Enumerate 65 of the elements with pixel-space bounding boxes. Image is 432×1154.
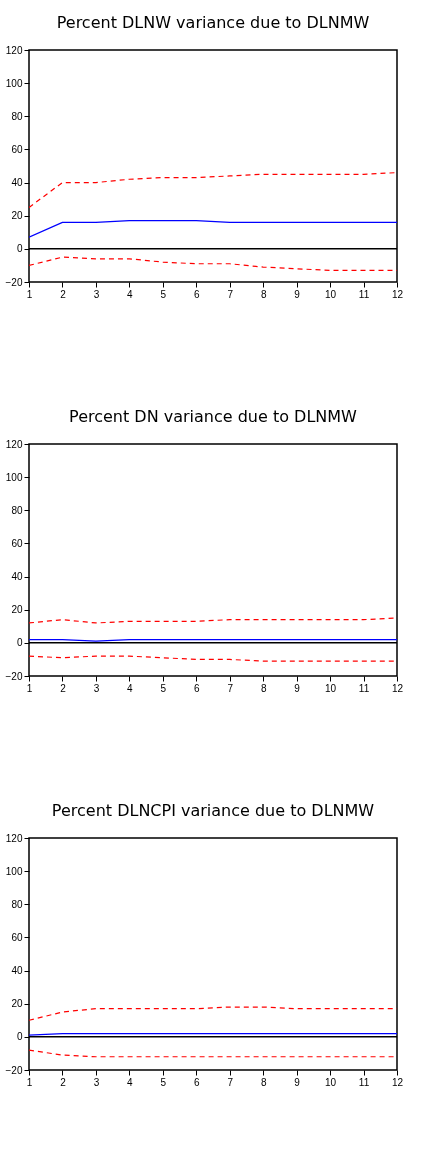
x-tick-label: 8 <box>260 288 267 300</box>
y-tick-label: 20 <box>11 210 23 222</box>
x-tick-label: 4 <box>127 1076 134 1088</box>
x-tick-label: 9 <box>294 288 301 300</box>
x-tick-label: 8 <box>260 682 267 694</box>
x-tick-label: 8 <box>260 1076 267 1088</box>
x-tick-label: 2 <box>60 1076 67 1088</box>
x-tick-label: 10 <box>325 288 337 300</box>
y-tick-label: 80 <box>11 110 23 122</box>
y-tick-label: 100 <box>5 77 23 89</box>
y-tick-label: 20 <box>11 998 23 1010</box>
line-series <box>29 172 397 209</box>
y-tick-label: 40 <box>11 177 23 189</box>
y-tick-label: 80 <box>11 898 23 910</box>
x-tick-label: 6 <box>193 682 200 694</box>
x-tick-label: 5 <box>160 1076 167 1088</box>
x-tick-label: 10 <box>325 1076 337 1088</box>
x-tick-label: 6 <box>193 1076 200 1088</box>
x-tick-label: 12 <box>391 682 404 694</box>
x-tick-label: 9 <box>294 682 301 694</box>
chart-title: Percent DN variance due to DLNMW <box>69 407 358 426</box>
x-tick-label: 3 <box>93 1076 100 1088</box>
y-tick-label: −20 <box>5 276 23 288</box>
x-tick-label: 1 <box>26 1076 33 1088</box>
y-tick-label: 0 <box>16 1031 23 1043</box>
x-tick-label: 11 <box>358 288 370 300</box>
x-tick-label: 6 <box>193 288 200 300</box>
y-tick-label: 40 <box>11 571 23 583</box>
line-series <box>29 256 397 271</box>
y-tick-label: 60 <box>11 931 23 943</box>
x-tick-label: 5 <box>160 288 167 300</box>
y-tick-label: 0 <box>16 637 23 649</box>
y-tick-label: 120 <box>5 832 23 844</box>
x-tick-label: 7 <box>227 1076 234 1088</box>
x-tick-label: 7 <box>227 288 234 300</box>
y-tick-label: −20 <box>5 670 23 682</box>
chart-title: Percent DLNCPI variance due to DLNMW <box>51 801 375 820</box>
x-tick-label: 12 <box>391 1076 404 1088</box>
x-tick-label: 3 <box>93 682 100 694</box>
x-tick-label: 12 <box>391 288 404 300</box>
y-tick-label: 20 <box>11 604 23 616</box>
y-tick-label: 60 <box>11 537 23 549</box>
x-tick-label: 5 <box>160 682 167 694</box>
y-tick-label: 60 <box>11 143 23 155</box>
y-tick-label: 100 <box>5 471 23 483</box>
x-tick-label: 7 <box>227 682 234 694</box>
x-tick-label: 10 <box>325 682 337 694</box>
y-tick-label: −20 <box>5 1064 23 1076</box>
x-tick-label: 11 <box>358 1076 370 1088</box>
x-tick-label: 4 <box>127 288 134 300</box>
x-tick-label: 1 <box>26 288 33 300</box>
chart-title: Percent DLNW variance due to DLNMW <box>56 13 370 32</box>
x-tick-label: 2 <box>60 288 67 300</box>
x-tick-label: 1 <box>26 682 33 694</box>
x-tick-label: 9 <box>294 1076 301 1088</box>
x-tick-label: 11 <box>358 682 370 694</box>
y-tick-label: 0 <box>16 243 23 255</box>
y-tick-label: 120 <box>5 44 23 56</box>
y-tick-label: 40 <box>11 965 23 977</box>
y-tick-label: 100 <box>5 865 23 877</box>
x-tick-label: 4 <box>127 682 134 694</box>
y-tick-label: 80 <box>11 504 23 516</box>
x-tick-label: 3 <box>93 288 100 300</box>
y-tick-label: 120 <box>5 438 23 450</box>
x-tick-label: 2 <box>60 682 67 694</box>
